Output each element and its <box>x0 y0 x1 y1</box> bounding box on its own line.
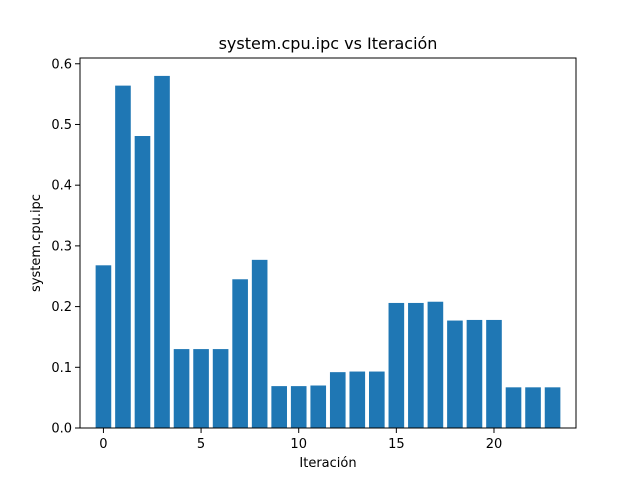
bar-16 <box>408 302 424 428</box>
y-tick-label: 0.5 <box>51 118 72 133</box>
bar-17 <box>427 301 444 428</box>
x-tick-label: 20 <box>486 437 503 452</box>
y-tick-label: 0.0 <box>51 422 72 437</box>
x-tick-label: 5 <box>197 437 205 452</box>
bar-6 <box>212 349 229 428</box>
y-tick-label: 0.4 <box>51 179 72 194</box>
y-axis: 0.0 0.1 0.2 0.3 0.4 0.5 0.6 <box>51 57 80 437</box>
bar-18 <box>447 320 463 428</box>
bar-20 <box>486 319 502 428</box>
bar-19 <box>466 319 483 428</box>
bar-14 <box>369 371 385 428</box>
x-axis-label: Iteración <box>299 456 356 471</box>
bar-23 <box>544 387 561 428</box>
x-tick-label: 10 <box>290 437 307 452</box>
chart-title: system.cpu.ipc vs Iteración <box>219 34 438 53</box>
plot-frame <box>79 57 577 429</box>
bar-13 <box>349 371 366 428</box>
bar-21 <box>505 387 522 428</box>
bar-7 <box>232 279 248 428</box>
bar-0 <box>95 265 112 428</box>
x-axis: 0 5 10 15 20 <box>99 428 502 452</box>
y-axis-label: system.cpu.ipc <box>29 194 44 292</box>
bar-8 <box>251 259 268 428</box>
bar-4 <box>173 349 190 428</box>
bar-15 <box>388 302 405 428</box>
bar-9 <box>271 386 287 428</box>
x-tick-label: 15 <box>388 437 405 452</box>
bar-10 <box>290 386 307 428</box>
y-tick-label: 0.3 <box>51 239 72 254</box>
bar-2 <box>134 136 151 428</box>
y-tick-label: 0.1 <box>51 361 72 376</box>
bar-22 <box>525 387 541 428</box>
bar-11 <box>310 385 327 428</box>
bars-group <box>95 75 561 429</box>
y-tick-label: 0.2 <box>51 300 72 315</box>
bar-12 <box>329 372 346 428</box>
bar-5 <box>193 349 209 428</box>
bar-1 <box>115 85 131 428</box>
x-tick-label: 0 <box>99 437 107 452</box>
bar-3 <box>154 75 170 429</box>
y-tick-label: 0.6 <box>51 57 72 72</box>
